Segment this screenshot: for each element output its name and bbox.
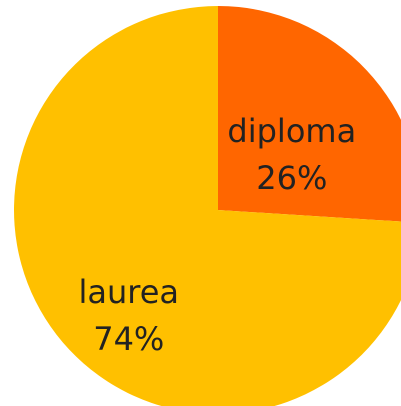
slice-label: laurea — [79, 273, 180, 311]
slice-value-label: 26% — [256, 159, 327, 197]
pie-slice — [218, 6, 401, 222]
slice-value-label: 74% — [93, 320, 164, 358]
slice-label: diploma — [227, 112, 356, 150]
pie-slice — [13, 6, 401, 406]
